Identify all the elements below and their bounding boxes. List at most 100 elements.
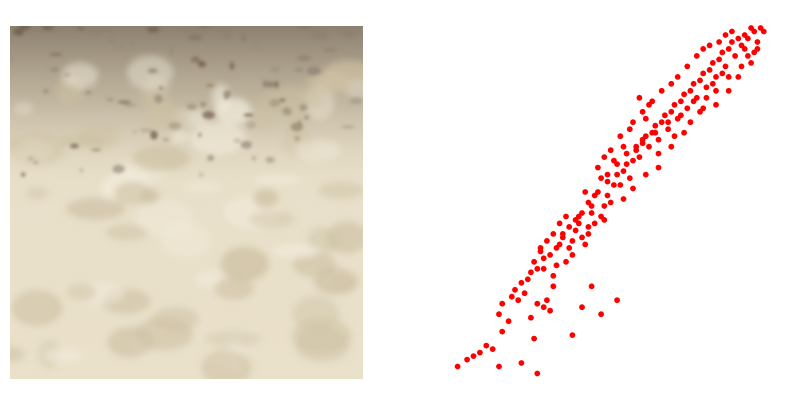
scatter-point bbox=[556, 220, 563, 227]
sand-ripple bbox=[265, 86, 323, 111]
scatter-point bbox=[668, 108, 675, 115]
debris-speck bbox=[169, 46, 174, 55]
debris-speck bbox=[64, 73, 70, 77]
scatter-point bbox=[579, 304, 585, 311]
scatter-point bbox=[713, 74, 719, 80]
scatter-point bbox=[585, 224, 592, 230]
scatter-point bbox=[544, 297, 550, 304]
scatter-point bbox=[655, 136, 662, 143]
debris-speck bbox=[254, 43, 259, 49]
sand-ripple bbox=[66, 197, 126, 220]
sand-texture-image bbox=[10, 26, 363, 379]
debris-speck bbox=[240, 140, 252, 149]
sand-ripple bbox=[151, 306, 200, 332]
sand-ripple bbox=[295, 139, 342, 162]
scatter-point bbox=[639, 136, 646, 143]
debris-speck bbox=[345, 28, 359, 35]
scatter-point bbox=[585, 231, 592, 237]
debris-speck bbox=[43, 26, 47, 30]
debris-speck bbox=[10, 57, 13, 60]
scatter-point bbox=[569, 332, 576, 338]
sand-ripple bbox=[10, 290, 63, 326]
scatter-point bbox=[620, 196, 627, 202]
sand-ripple bbox=[170, 131, 189, 143]
scatter-point bbox=[646, 143, 652, 150]
scatter-point bbox=[614, 297, 620, 304]
scatter-point bbox=[534, 265, 541, 272]
scatter-point bbox=[681, 129, 687, 136]
scatter-point bbox=[658, 119, 665, 126]
scatter-point bbox=[662, 112, 668, 119]
debris-speck bbox=[265, 156, 275, 164]
scatter-point bbox=[633, 143, 640, 150]
scatter-point bbox=[706, 67, 713, 73]
scatter-point bbox=[508, 293, 515, 300]
scatter-point bbox=[604, 178, 611, 185]
scatter-point bbox=[719, 49, 726, 56]
debris-speck bbox=[243, 113, 254, 117]
scatter-point bbox=[684, 63, 691, 70]
debris-speck bbox=[91, 148, 102, 151]
scatter-point bbox=[598, 311, 604, 318]
scatter-point bbox=[531, 335, 537, 342]
scatter-point bbox=[745, 53, 751, 59]
debris-speck bbox=[146, 26, 160, 33]
scatter-point bbox=[489, 346, 496, 352]
scatter-point bbox=[454, 363, 461, 370]
debris-speck bbox=[139, 128, 154, 133]
debris-speck bbox=[123, 104, 137, 107]
debris-speck bbox=[186, 103, 197, 111]
debris-speck bbox=[206, 26, 210, 29]
sand-ripple bbox=[67, 284, 96, 301]
debris-speck bbox=[270, 67, 280, 72]
sand-ripple bbox=[291, 295, 340, 332]
scatter-point bbox=[496, 311, 502, 318]
scatter-point bbox=[524, 276, 531, 283]
scatter-point bbox=[528, 314, 534, 321]
scatter-point bbox=[668, 80, 675, 87]
sand-ripple bbox=[252, 174, 302, 185]
debris-speck bbox=[43, 89, 49, 94]
debris-speck bbox=[223, 90, 232, 99]
scatter-point bbox=[483, 342, 490, 349]
scatter-point bbox=[665, 126, 671, 133]
scatter-point bbox=[617, 182, 624, 188]
scatter-point bbox=[499, 300, 506, 307]
scatter-point bbox=[553, 245, 560, 251]
scatter-point bbox=[649, 98, 656, 105]
debris-speck bbox=[341, 125, 355, 129]
scatter-point bbox=[668, 143, 675, 150]
scatter-point bbox=[671, 133, 678, 140]
scatter-point bbox=[559, 231, 566, 237]
scatter-point bbox=[626, 126, 633, 133]
scatter-point bbox=[642, 115, 649, 122]
scatter-point bbox=[550, 231, 557, 237]
scatter-point bbox=[569, 238, 576, 244]
scatter-point bbox=[725, 46, 732, 52]
scatter-point bbox=[591, 220, 598, 227]
sand-ripple bbox=[248, 210, 295, 228]
scatter-point bbox=[716, 56, 722, 63]
sand-texture-art bbox=[10, 26, 363, 379]
scatter-point bbox=[671, 101, 678, 108]
sand-ripple bbox=[326, 221, 363, 254]
sand-ripple bbox=[214, 277, 254, 300]
debris-speck bbox=[129, 41, 135, 48]
sand-ripple bbox=[114, 181, 152, 206]
debris-speck bbox=[117, 100, 132, 104]
scatter-point bbox=[604, 192, 611, 199]
scatter-point bbox=[709, 60, 716, 66]
scatter-point bbox=[681, 91, 687, 98]
scatter-point bbox=[751, 28, 758, 35]
scatter-point bbox=[579, 234, 585, 241]
scatter-point bbox=[732, 53, 738, 59]
scatter-point bbox=[499, 328, 506, 335]
debris-speck bbox=[110, 38, 115, 44]
scatter-point bbox=[601, 154, 608, 161]
scatter-point bbox=[652, 122, 659, 129]
scatter-point bbox=[566, 245, 573, 251]
debris-speck bbox=[290, 122, 304, 132]
debris-speck bbox=[109, 26, 113, 31]
scatter-point bbox=[572, 227, 579, 234]
scatter-point bbox=[678, 112, 684, 119]
